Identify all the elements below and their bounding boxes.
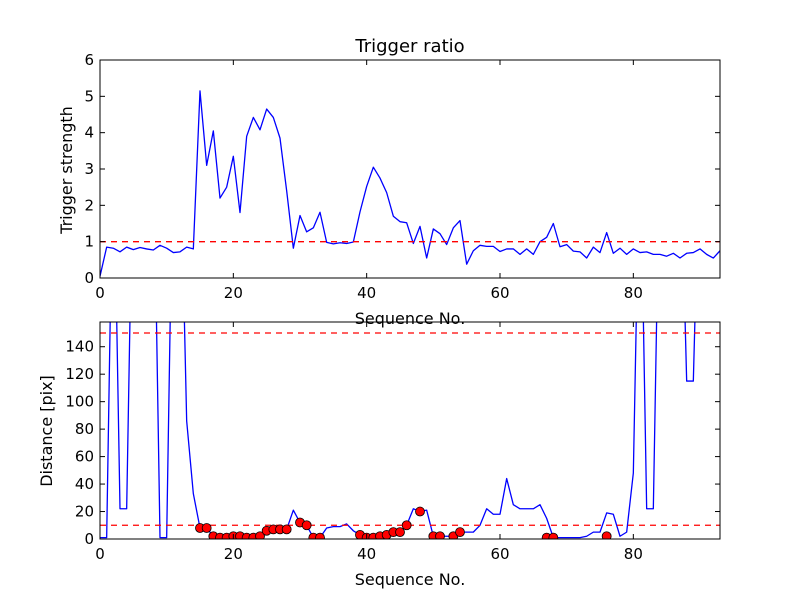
x-tick-label: 40 xyxy=(357,284,376,302)
data-layer xyxy=(100,322,720,539)
x-axis-label: Sequence No. xyxy=(355,309,466,328)
y-tick-label: 140 xyxy=(65,338,94,356)
y-tick-label: 3 xyxy=(84,160,94,178)
data-marker xyxy=(548,532,559,539)
x-tick-label: 60 xyxy=(490,284,509,302)
series-line xyxy=(100,90,720,277)
data-marker xyxy=(301,520,312,531)
data-marker xyxy=(255,531,265,539)
y-tick-label: 40 xyxy=(75,475,94,493)
data-marker xyxy=(601,531,612,539)
x-tick-label: 0 xyxy=(95,545,105,563)
data-marker xyxy=(401,520,412,531)
plot-area: 0 20 40 60 80 0 20 40 60 80 100 120 140 xyxy=(65,321,721,563)
data-marker xyxy=(415,506,425,517)
y-tick-label: 6 xyxy=(84,51,94,69)
y-tick-label: 0 xyxy=(84,269,94,287)
x-axis-label: Sequence No. xyxy=(355,570,466,589)
y-tick-label: 80 xyxy=(75,420,94,438)
x-tick-label: 60 xyxy=(490,545,509,563)
x-tick-label: 0 xyxy=(95,284,105,302)
x-tick-label: 20 xyxy=(224,545,243,563)
y-tick-label: 120 xyxy=(65,365,94,383)
x-tick-label: 80 xyxy=(624,545,643,563)
plot-area: 0 20 40 60 80 0 1 2 3 4 5 6 xyxy=(84,51,721,302)
y-tick-label: 4 xyxy=(84,124,94,142)
y-tick-label: 5 xyxy=(84,87,94,105)
x-tick-label: 40 xyxy=(357,545,376,563)
y-tick-label: 100 xyxy=(65,393,94,411)
data-marker xyxy=(315,532,325,539)
x-tick-label: 80 xyxy=(624,284,643,302)
data-marker xyxy=(395,527,405,538)
y-tick-label: 60 xyxy=(75,448,94,466)
data-layer xyxy=(100,90,720,277)
distance-chart: Sequence No. Distance [pix] 0 20 40 60 80 0 20… xyxy=(37,321,721,589)
y-axis-label: Distance [pix] xyxy=(37,375,56,487)
chart-title: Trigger ratio xyxy=(354,36,464,57)
data-marker xyxy=(435,531,445,539)
x-tick-label: 20 xyxy=(224,284,243,302)
trigger-ratio-chart: Trigger ratio Sequence No. Trigger stren… xyxy=(57,36,721,328)
y-tick-label: 2 xyxy=(84,196,94,214)
y-tick-label: 1 xyxy=(84,233,94,251)
data-marker xyxy=(201,523,212,533)
y-tick-label: 20 xyxy=(75,503,94,521)
y-tick-label: 0 xyxy=(84,530,94,548)
data-marker xyxy=(281,524,292,535)
axes-frame xyxy=(99,321,721,540)
y-axis-label: Trigger strength xyxy=(57,106,76,235)
data-marker xyxy=(455,527,465,538)
